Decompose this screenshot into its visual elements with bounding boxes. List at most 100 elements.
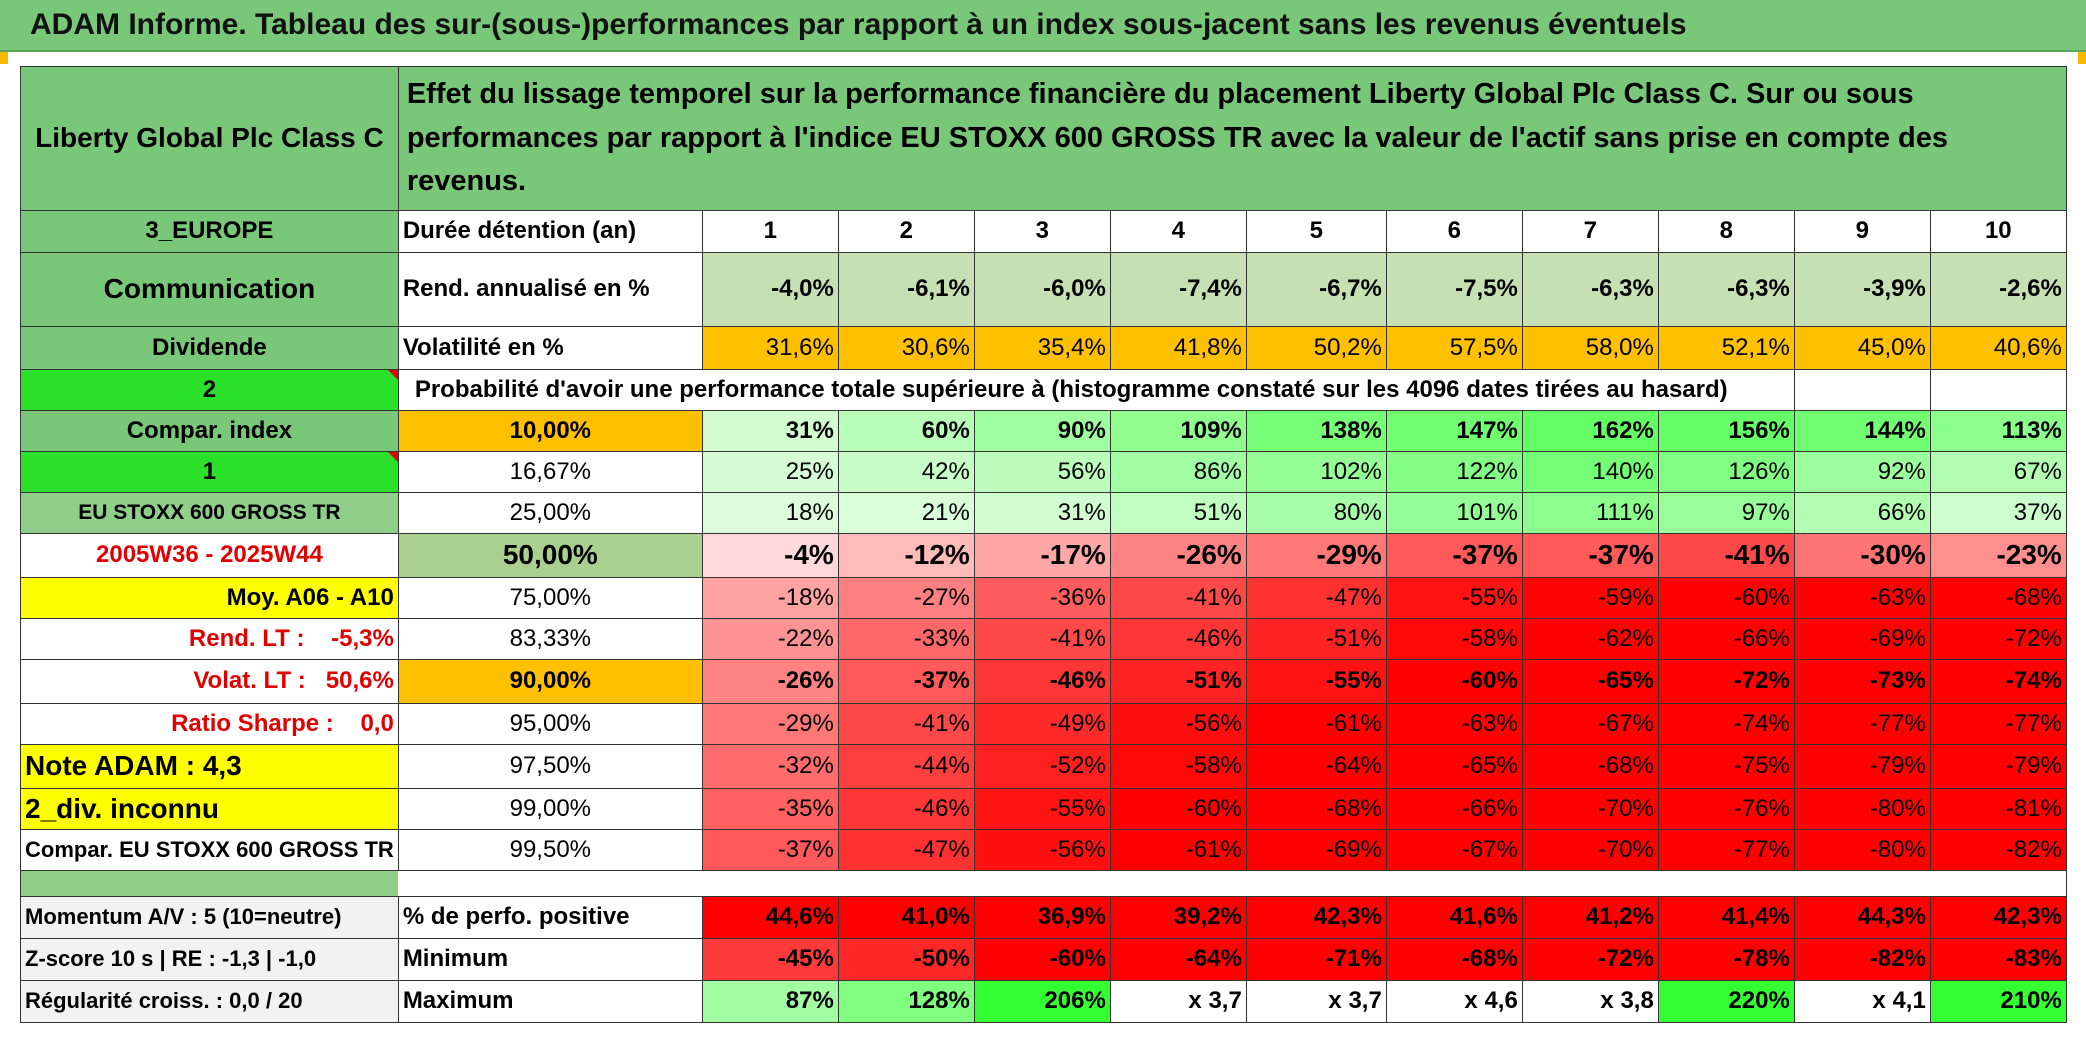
annual-return-cell: -6,7% bbox=[1245, 251, 1387, 327]
volatility-cell: 31,6% bbox=[701, 325, 839, 370]
minimum-cell: -60% bbox=[973, 937, 1111, 981]
maximum-cell: 220% bbox=[1657, 979, 1795, 1023]
prob-cell: -36% bbox=[973, 576, 1111, 619]
prob-cell: 31% bbox=[973, 491, 1111, 534]
spacer-cell bbox=[398, 869, 2067, 897]
report-title: ADAM Informe. Tableau des sur-(sous-)per… bbox=[30, 8, 1687, 41]
report-title-bar: ADAM Informe. Tableau des sur-(sous-)per… bbox=[0, 0, 2086, 52]
positive-perf-cell: 39,2% bbox=[1109, 895, 1247, 939]
probability-level: 99,50% bbox=[397, 828, 703, 871]
index-name-label: EU STOXX 600 GROSS TR bbox=[20, 491, 399, 534]
prob-cell: -72% bbox=[1929, 617, 2067, 660]
prob-cell: 156% bbox=[1657, 409, 1795, 452]
probability-level: 75,00% bbox=[397, 576, 703, 619]
prob-cell: 126% bbox=[1657, 450, 1795, 493]
region-label: 3_EUROPE bbox=[20, 209, 399, 253]
prob-cell: 31% bbox=[701, 409, 839, 452]
prob-cell: -26% bbox=[1109, 532, 1247, 578]
prob-cell: 25% bbox=[701, 450, 839, 493]
volatility-cell: 57,5% bbox=[1385, 325, 1523, 370]
prob-cell: 80% bbox=[1245, 491, 1387, 534]
maximum-cell: x 3,8 bbox=[1521, 979, 1659, 1023]
volatility-cell: 30,6% bbox=[837, 325, 975, 370]
prob-cell: 18% bbox=[701, 491, 839, 534]
prob-cell: -29% bbox=[701, 702, 839, 745]
minimum-cell: -72% bbox=[1521, 937, 1659, 981]
momentum-label: Momentum A/V : 5 (10=neutre) bbox=[20, 895, 399, 939]
prob-cell: -33% bbox=[837, 617, 975, 660]
prob-cell: -51% bbox=[1109, 658, 1247, 704]
prob-cell: -37% bbox=[1385, 532, 1523, 578]
probability-level: 83,33% bbox=[397, 617, 703, 660]
compar-index-label: Compar. index bbox=[20, 409, 399, 452]
probability-title: Probabilité d'avoir une performance tota… bbox=[397, 368, 1795, 411]
year-header: 3 bbox=[973, 209, 1111, 253]
prob-cell: -37% bbox=[1521, 532, 1659, 578]
prob-cell: 109% bbox=[1109, 409, 1247, 452]
annual-return-cell: -6,0% bbox=[973, 251, 1111, 327]
prob-cell: 138% bbox=[1245, 409, 1387, 452]
probability-level: 95,00% bbox=[397, 702, 703, 745]
prob-cell: 113% bbox=[1929, 409, 2067, 452]
maximum-cell: 128% bbox=[837, 979, 975, 1023]
prob-cell: -70% bbox=[1521, 787, 1659, 830]
maximum-cell: x 3,7 bbox=[1245, 979, 1387, 1023]
prob-cell: -18% bbox=[701, 576, 839, 619]
probability-level: 97,50% bbox=[397, 743, 703, 789]
maximum-cell: 87% bbox=[701, 979, 839, 1023]
prob-cell: -55% bbox=[1385, 576, 1523, 619]
annual-return-cell: -7,4% bbox=[1109, 251, 1247, 327]
prob-cell: 97% bbox=[1657, 491, 1795, 534]
prob-cell: -70% bbox=[1521, 828, 1659, 871]
maximum-cell: 210% bbox=[1929, 979, 2067, 1023]
prob-cell: 162% bbox=[1521, 409, 1659, 452]
prob-cell: -66% bbox=[1385, 787, 1523, 830]
prob-cell: -55% bbox=[973, 787, 1111, 830]
minimum-cell: -71% bbox=[1245, 937, 1387, 981]
spacer-cell bbox=[20, 869, 399, 897]
prob-cell: -46% bbox=[973, 658, 1111, 704]
prob-cell: -26% bbox=[701, 658, 839, 704]
positive-perf-cell: 41,4% bbox=[1657, 895, 1795, 939]
prob-cell: 122% bbox=[1385, 450, 1523, 493]
volatility-cell: 58,0% bbox=[1521, 325, 1659, 370]
positive-perf-label: % de perfo. positive bbox=[397, 895, 703, 939]
dividend-label: Dividende bbox=[20, 325, 399, 370]
volatility-cell: 50,2% bbox=[1245, 325, 1387, 370]
prob-cell: -59% bbox=[1521, 576, 1659, 619]
prob-cell: -65% bbox=[1521, 658, 1659, 704]
prob-cell: -44% bbox=[837, 743, 975, 789]
year-header: 6 bbox=[1385, 209, 1523, 253]
prob-cell: 67% bbox=[1929, 450, 2067, 493]
prob-cell: -37% bbox=[837, 658, 975, 704]
performance-table: Liberty Global Plc Class C Effet du liss… bbox=[20, 66, 2067, 1023]
prob-cell: 140% bbox=[1521, 450, 1659, 493]
prob-cell: -22% bbox=[701, 617, 839, 660]
prob-cell: -75% bbox=[1657, 743, 1795, 789]
prob-cell: -47% bbox=[837, 828, 975, 871]
minimum-cell: -78% bbox=[1657, 937, 1795, 981]
maximum-cell: x 4,6 bbox=[1385, 979, 1523, 1023]
prob-cell: -12% bbox=[837, 532, 975, 578]
prob-cell: -60% bbox=[1385, 658, 1523, 704]
prob-cell: -79% bbox=[1929, 743, 2067, 789]
prob-cell: -76% bbox=[1657, 787, 1795, 830]
annual-return-cell: -6,1% bbox=[837, 251, 975, 327]
positive-perf-cell: 41,0% bbox=[837, 895, 975, 939]
prob-cell: -17% bbox=[973, 532, 1111, 578]
prob-cell: -67% bbox=[1521, 702, 1659, 745]
prob-cell: -46% bbox=[1109, 617, 1247, 660]
maximum-cell: 206% bbox=[973, 979, 1111, 1023]
corner-marker bbox=[0, 52, 8, 64]
prob-cell: -41% bbox=[837, 702, 975, 745]
asset-name: Liberty Global Plc Class C bbox=[20, 66, 399, 211]
volatility-cell: 45,0% bbox=[1793, 325, 1931, 370]
prob-cell: -32% bbox=[701, 743, 839, 789]
prob-cell: -49% bbox=[973, 702, 1111, 745]
corner-marker bbox=[2078, 52, 2086, 64]
prob-cell: -27% bbox=[837, 576, 975, 619]
prob-cell: -35% bbox=[701, 787, 839, 830]
maximum-cell: x 3,7 bbox=[1109, 979, 1247, 1023]
prob-cell: 111% bbox=[1521, 491, 1659, 534]
year-header: 7 bbox=[1521, 209, 1659, 253]
